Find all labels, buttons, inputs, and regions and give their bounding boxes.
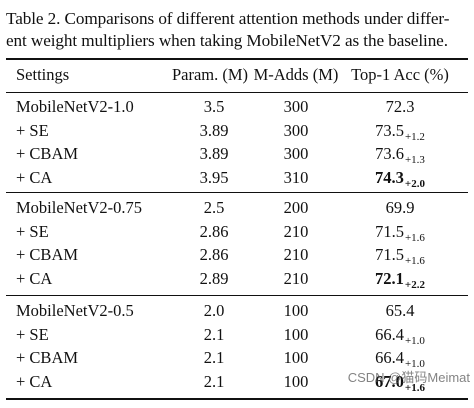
cell-madds: 100: [283, 371, 309, 391]
acc-delta: +2.2: [404, 278, 425, 291]
group-separator-rule: [6, 192, 468, 193]
acc-delta: +1.6: [404, 255, 425, 267]
acc-value: 74.3: [375, 167, 404, 187]
acc-value-wrap: 66.4+1.0: [375, 325, 425, 347]
acc-delta: +1.3: [404, 154, 425, 166]
acc-value-wrap: 69.9: [386, 198, 415, 218]
caption-line-1: Table 2. Comparisons of different attent…: [6, 9, 450, 28]
cell-madds: 210: [283, 245, 309, 264]
header-settings: Settings: [16, 65, 70, 84]
cell-madds: 210: [283, 221, 309, 241]
cell-param: 2.1: [203, 371, 225, 391]
cell-madds: 300: [283, 120, 309, 140]
cell-setting: + CBAM: [16, 144, 79, 163]
cell-setting: MobileNetV2-0.75: [16, 198, 143, 217]
acc-value: 73.5: [375, 120, 404, 140]
cell-acc: 73.6+1.3: [340, 144, 460, 166]
watermark-text: CSDN @猫码Meimat: [347, 370, 470, 385]
acc-value: 72.1: [375, 268, 404, 288]
acc-value: 66.4: [375, 348, 404, 367]
acc-value-wrap: 74.3+2.0: [375, 168, 425, 190]
cell-setting: MobileNetV2-1.0: [16, 97, 134, 116]
cell-param: 2.5: [203, 198, 225, 217]
acc-value-wrap: 66.4+1.0: [375, 348, 425, 370]
acc-value: 66.4: [375, 324, 404, 344]
cell-param: 2.1: [203, 324, 225, 344]
acc-value-wrap: 73.6+1.3: [375, 144, 425, 166]
acc-delta: +1.6: [404, 381, 425, 394]
cell-setting: + CA: [16, 167, 53, 187]
acc-value: 71.5: [375, 245, 404, 264]
acc-delta: +2.0: [404, 177, 425, 190]
cell-setting: + SE: [16, 221, 49, 241]
cell-madds: 210: [283, 268, 309, 288]
cell-setting: + CA: [16, 268, 53, 288]
cell-acc: 71.5+1.6: [340, 222, 460, 244]
acc-delta: +1.6: [404, 231, 425, 244]
cell-setting: MobileNetV2-0.5: [16, 301, 134, 320]
cell-param: 2.0: [203, 301, 225, 320]
cell-param: 2.86: [199, 245, 229, 264]
cell-setting: + SE: [16, 324, 49, 344]
cell-param: 2.86: [199, 221, 229, 241]
cell-param: 3.89: [199, 144, 229, 163]
cell-setting: + CA: [16, 371, 53, 391]
cell-madds: 100: [283, 348, 309, 367]
header-param: Param. (M): [171, 65, 249, 84]
acc-value-wrap: 72.1+2.2: [375, 269, 425, 291]
acc-value-wrap: 73.5+1.2: [375, 121, 425, 143]
acc-value: 73.6: [375, 144, 404, 163]
cell-setting: + CBAM: [16, 348, 79, 367]
acc-value: 71.5: [375, 221, 404, 241]
acc-value-wrap: 71.5+1.6: [375, 222, 425, 244]
cell-madds: 300: [283, 144, 309, 163]
acc-value: 65.4: [385, 301, 415, 320]
header-rule: [6, 92, 468, 93]
acc-value-wrap: 65.4: [386, 301, 415, 321]
cell-acc: 74.3+2.0: [340, 168, 460, 190]
cell-madds: 200: [283, 198, 309, 217]
cell-acc: 67.0+1.6: [340, 372, 460, 394]
group-separator-rule: [6, 295, 468, 296]
cell-madds: 100: [283, 301, 309, 320]
table-caption: Table 2. Comparisons of different attent…: [6, 8, 472, 52]
cell-acc: 69.9: [340, 198, 460, 218]
cell-acc: 72.3: [340, 97, 460, 117]
acc-delta: +1.2: [404, 130, 425, 143]
acc-value: 67.0: [375, 371, 404, 391]
acc-delta: +1.0: [404, 334, 425, 347]
cell-madds: 100: [283, 324, 309, 344]
acc-delta: +1.0: [404, 358, 425, 370]
acc-value-wrap: 67.0+1.6: [375, 372, 425, 394]
cell-acc: 72.1+2.2: [340, 269, 460, 291]
table-top-rule: [6, 58, 468, 60]
acc-value: 72.3: [385, 97, 415, 116]
acc-value-wrap: 71.5+1.6: [375, 245, 425, 267]
acc-value-wrap: 72.3: [386, 97, 415, 117]
cell-madds: 300: [283, 97, 309, 116]
header-acc: Top-1 Acc (%): [351, 65, 449, 84]
cell-setting: + SE: [16, 120, 49, 140]
cell-param: 2.89: [199, 268, 229, 288]
cell-acc: 73.5+1.2: [340, 121, 460, 143]
table-bottom-rule: [6, 398, 468, 400]
cell-acc: 71.5+1.6: [340, 245, 460, 267]
cell-param: 3.5: [203, 97, 225, 116]
acc-value: 69.9: [385, 198, 415, 217]
cell-acc: 66.4+1.0: [340, 325, 460, 347]
cell-acc: 65.4: [340, 301, 460, 321]
cell-param: 2.1: [203, 348, 225, 367]
cell-madds: 310: [283, 167, 309, 187]
cell-acc: 66.4+1.0: [340, 348, 460, 370]
cell-setting: + CBAM: [16, 245, 79, 264]
caption-line-2: ent weight multipliers when taking Mobil…: [6, 31, 448, 50]
header-madds: M-Adds (M): [253, 65, 339, 84]
cell-param: 3.95: [199, 167, 229, 187]
cell-param: 3.89: [199, 120, 229, 140]
